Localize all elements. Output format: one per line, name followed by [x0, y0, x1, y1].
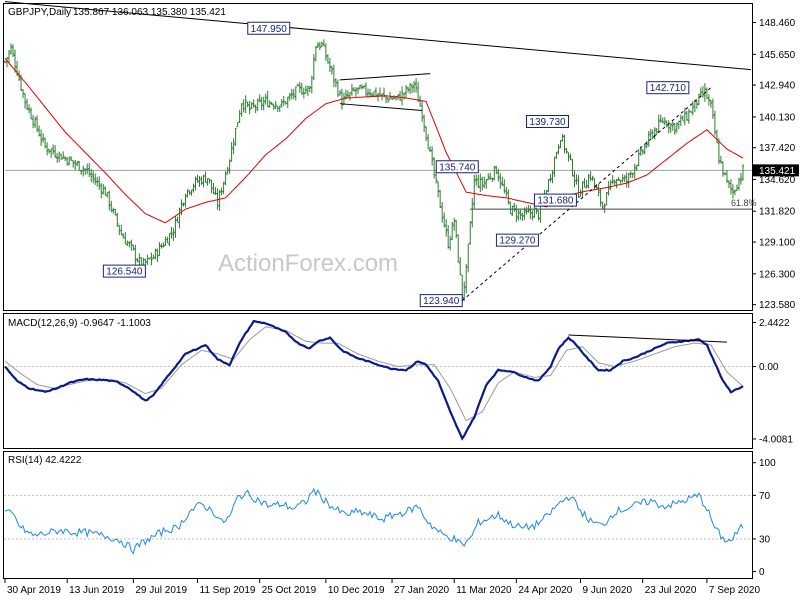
- price-y-tick-label: 131.820: [759, 207, 796, 218]
- rsi-y-tick-label: 100: [759, 458, 776, 469]
- x-tick-label: 23 Jul 2020: [645, 585, 697, 596]
- rsi-series: [4, 487, 744, 555]
- macd-series: [4, 319, 744, 441]
- price-annotation: 131.680: [537, 196, 574, 207]
- macd-y-tick-label: 0.00: [759, 362, 779, 373]
- rsi-line: [4, 487, 744, 555]
- price-y-tick-label: 137.420: [759, 143, 796, 154]
- price-annotation-box: [247, 21, 291, 35]
- trendline: [339, 73, 431, 81]
- trendline: [4, 1, 752, 71]
- price-annotation: 142.710: [650, 83, 687, 94]
- price-annotation-box: [495, 233, 539, 247]
- price-annotation: 126.540: [106, 267, 143, 278]
- macd-y-tick-label: 2.4422: [759, 318, 790, 329]
- x-tick-label: 9 Jun 2020: [583, 585, 633, 596]
- trendline: [339, 103, 423, 111]
- x-tick-label: 7 Sep 2020: [709, 585, 761, 596]
- macd-trendline: [568, 334, 727, 343]
- fib-level-label: 61.8%: [731, 198, 757, 208]
- price-annotation: 123.940: [423, 296, 460, 307]
- price-annotation: 147.950: [251, 24, 288, 35]
- current-price-box: [753, 164, 799, 177]
- price-y-tick-label: 123.580: [759, 300, 796, 311]
- macd-panel-frame: [3, 313, 753, 449]
- rsi-y-tick-label: 70: [759, 491, 771, 502]
- x-tick-label: 13 Jun 2019: [69, 585, 124, 596]
- axes: 148.460 145.650 142.940 140.130 137.420 134.6…: [4, 18, 799, 596]
- price-annotation-box: [435, 160, 479, 174]
- rsi-title: RSI(14) 42.4222: [8, 455, 82, 466]
- price-y-tick-label: 140.130: [759, 112, 796, 123]
- chart-symbol: GBPJPY,Daily: [8, 7, 71, 18]
- trendlines: [4, 1, 752, 301]
- price-panel-frame: [3, 3, 753, 311]
- price-series: [3, 39, 745, 303]
- price-y-tick-label: 129.100: [759, 238, 796, 249]
- price-y-tick-label: 134.620: [759, 175, 796, 186]
- trendline: [461, 87, 712, 301]
- macd-signal-line: [4, 326, 744, 422]
- x-tick-label: 24 Apr 2020: [518, 585, 572, 596]
- x-tick-label: 11 Sep 2019: [200, 585, 256, 596]
- rsi-y-tick-label: 30: [759, 534, 771, 545]
- chart-ohlc: 135.867 136.063 135.380 135.421: [73, 7, 226, 18]
- macd-title: MACD(12,26,9) -0.9647 -1.1003: [8, 318, 151, 329]
- price-annotation-box: [646, 81, 690, 95]
- x-tick-label: 27 Jan 2020: [394, 585, 449, 596]
- x-tick-label: 30 Apr 2019: [7, 585, 61, 596]
- x-tick-label: 11 Mar 2020: [456, 585, 512, 596]
- rsi-y-tick-label: 0: [759, 567, 765, 578]
- current-price-label: 135.421: [759, 166, 796, 177]
- price-y-tick-label: 126.300: [759, 269, 796, 280]
- price-y-tick-label: 148.460: [759, 18, 796, 29]
- x-tick-label: 10 Dec 2019: [328, 585, 385, 596]
- price-annotation-box: [102, 264, 146, 278]
- price-annotation: 129.270: [499, 236, 536, 247]
- price-annotation-box: [419, 294, 463, 308]
- price-annotation-box: [533, 193, 577, 207]
- x-tick-label: 25 Oct 2019: [262, 585, 317, 596]
- moving-average-series: [4, 57, 744, 224]
- macd-y-tick-label: -4.0081: [759, 434, 793, 445]
- price-annotation: 135.740: [439, 162, 476, 173]
- price-y-tick-label: 142.940: [759, 81, 796, 92]
- macd-line: [4, 319, 744, 441]
- rsi-panel-frame: [3, 451, 753, 579]
- x-tick-label: 29 Jul 2019: [135, 585, 187, 596]
- moving-average-line: [4, 57, 744, 224]
- grid-layer: [4, 169, 752, 540]
- price-annotation: 139.730: [529, 117, 566, 128]
- price-annotation-box: [526, 114, 570, 128]
- price-annotations: 61.8% 147.950 126.540 123.940 135.740 139.730…: [102, 21, 757, 308]
- watermark: ActionForex.com: [218, 250, 398, 277]
- price-y-tick-label: 145.650: [759, 50, 796, 61]
